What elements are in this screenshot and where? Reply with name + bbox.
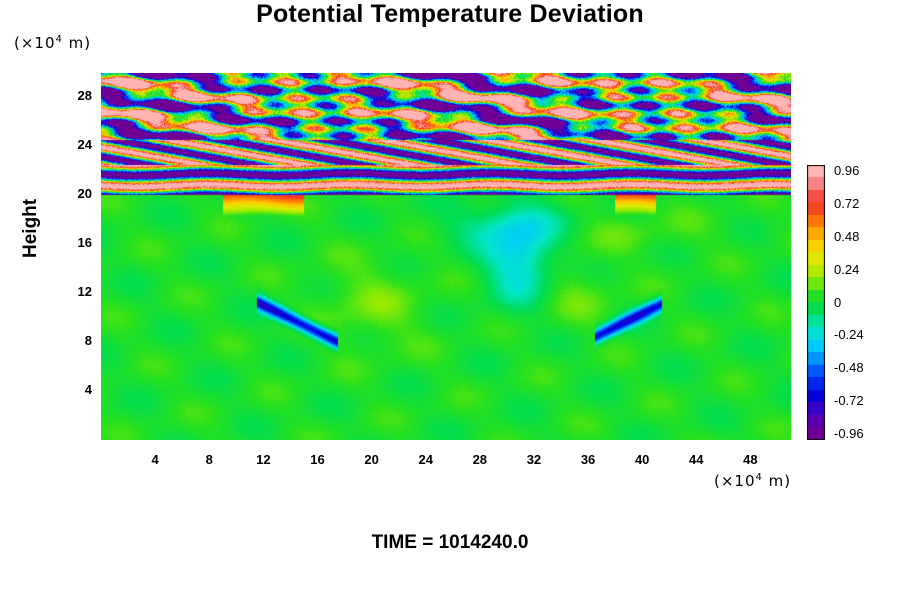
colorbar-tick: 0.48 (834, 228, 860, 244)
x-tick-label: 28 (472, 452, 488, 467)
y-tick-label: 24 (77, 137, 92, 153)
x-tick-label: 36 (580, 452, 596, 467)
colorbar-tick: 0.72 (834, 195, 860, 211)
x-tick-label: 48 (743, 452, 758, 467)
x-tick-label: 44 (689, 452, 704, 467)
heatmap-plot (101, 73, 791, 440)
y-tick-label: 20 (77, 186, 92, 202)
colorbar-tick: 0.24 (834, 261, 860, 277)
x-tick-label: 8 (205, 452, 213, 467)
x-tick-label: 20 (364, 452, 379, 467)
colorbar-tick: -0.24 (834, 327, 864, 343)
y-tick-label: 8 (84, 333, 92, 349)
x-tick-label: 12 (256, 452, 271, 467)
x-axis-unit: (×104 m) (714, 472, 792, 490)
x-tick-label: 16 (310, 452, 325, 467)
x-tick-label: 32 (526, 452, 542, 467)
x-tick-label: 40 (634, 452, 650, 467)
y-tick-label: 28 (77, 88, 92, 104)
colorbar-tick: -0.72 (834, 393, 864, 409)
colorbar-tick: 0 (834, 294, 842, 310)
colorbar-tick: 0.96 (834, 163, 860, 178)
colorbar-tick: -0.96 (834, 426, 864, 441)
time-label: TIME = 1014240.0 (371, 532, 529, 553)
colorbar (807, 165, 825, 440)
y-tick-label: 12 (77, 284, 92, 300)
colorbar-tick: -0.48 (834, 360, 864, 376)
y-axis-label: Height (20, 198, 41, 258)
y-tick-label: 16 (77, 235, 92, 251)
x-tick-label: 24 (418, 452, 433, 467)
x-tick-label: 4 (151, 452, 159, 467)
chart-title: Potential Temperature Deviation (256, 0, 644, 28)
y-axis-unit: (×104 m) (14, 34, 92, 52)
y-tick-label: 4 (84, 382, 92, 398)
